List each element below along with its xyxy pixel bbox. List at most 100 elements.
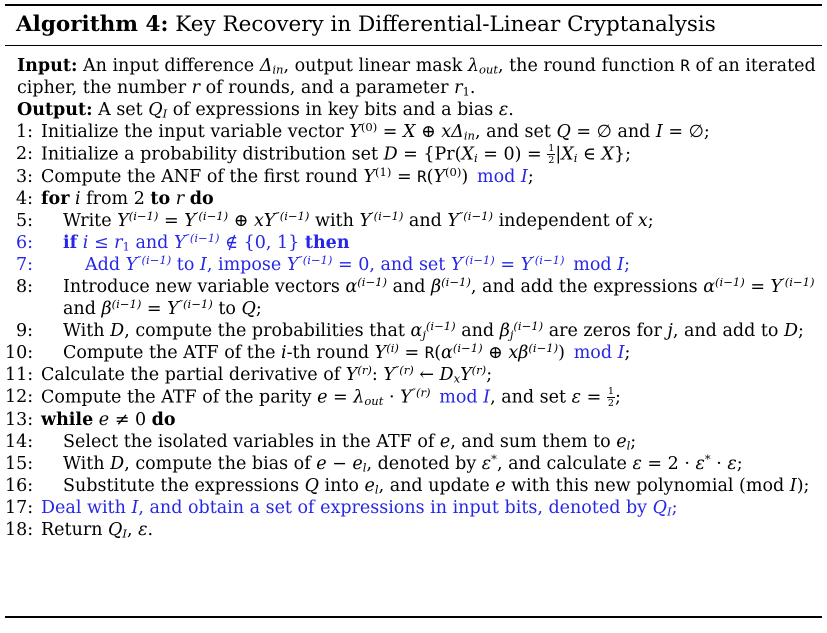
text-segment: (i−1) (441, 275, 471, 290)
text-segment: ε (481, 454, 492, 475)
text-segment: mod (476, 167, 521, 188)
text-segment: With (63, 454, 111, 475)
text-segment: Initialize the input variable vector (41, 122, 350, 142)
text-segment: (r) (357, 363, 372, 378)
text-segment: l (626, 438, 631, 453)
text-segment: r (454, 78, 463, 98)
text-segment: Y (286, 255, 299, 276)
text-segment: X (561, 144, 574, 165)
algorithm-caption: Algorithm 4: Key Recovery in Differentia… (5, 6, 822, 45)
text-segment: A set (92, 100, 149, 120)
text-segment: = (158, 211, 185, 232)
text-segment: An input difference (77, 56, 260, 76)
algorithm-body: Input: An input difference Δin, output l… (5, 46, 822, 541)
text-segment: j (509, 327, 514, 342)
text-segment: i (281, 343, 287, 364)
text-segment: I (617, 343, 625, 364)
text-segment: ε (727, 454, 737, 475)
text-segment: from 2 (80, 189, 151, 210)
text-segment: into (318, 476, 365, 497)
text-segment: * (491, 452, 497, 467)
text-segment: Y (400, 387, 412, 408)
text-segment: mod (564, 255, 618, 276)
text-segment (468, 167, 477, 187)
text-segment: j (422, 327, 426, 342)
text-segment: i (473, 150, 478, 165)
text-segment: , compute the probabilities that (124, 321, 411, 342)
algo-line-6: 6: if i ≤ r1 and Y″(i−1) ∉ {0, 1} then (5, 232, 822, 254)
line-number: 9: (15, 321, 33, 342)
text-segment: ; (614, 387, 621, 408)
text-segment: ″(r) (411, 385, 431, 400)
text-segment: e (352, 454, 363, 475)
text-segment: with (309, 211, 360, 232)
algo-line-15: 15: With D, compute the bias of e − el, d… (5, 453, 822, 475)
text-segment: i (82, 233, 89, 254)
text-segment: Deal with (41, 498, 132, 519)
text-segment: r (191, 78, 201, 98)
text-segment: I (667, 504, 672, 519)
text-segment: ″(i−1) (458, 209, 494, 224)
text-segment: of expressions in key bits and a bias (167, 100, 499, 120)
text-segment: ; (624, 255, 630, 276)
text-segment: R (424, 343, 435, 363)
text-segment: mod (573, 343, 618, 364)
bottom-rule (5, 616, 822, 618)
line-number: 5: (15, 211, 33, 232)
text-segment: ′(i−1) (532, 253, 565, 268)
text-segment: x (637, 211, 648, 232)
text-segment: Y (363, 167, 376, 188)
text-segment: (i−1) (513, 319, 544, 334)
text-segment: ∈ (577, 144, 602, 165)
line-number: 2: (15, 144, 33, 164)
text-segment: ; (647, 211, 654, 232)
caption-rule (5, 45, 822, 46)
text-segment: ″(i−1) (185, 231, 220, 246)
text-segment: . (508, 100, 514, 120)
text-segment: to (171, 255, 200, 276)
text-segment: e (495, 476, 506, 497)
algo-line-12: 12: Compute the ATF of the parity e = λou… (5, 386, 822, 409)
text-segment: Compute the ANF of the first round (41, 167, 364, 188)
text-segment: = 2 · (641, 454, 696, 475)
text-segment: 1 (122, 239, 130, 254)
line-number: 10: (5, 343, 34, 364)
text-segment: i (573, 150, 578, 165)
text-segment: Y (383, 365, 395, 386)
text-segment: , compute the bias of (124, 454, 317, 475)
text-segment: ε (571, 387, 582, 408)
algo-line-18: 18: Return QI, ε. (5, 519, 822, 541)
text-segment: (i−1) (528, 341, 559, 356)
text-segment: Y (433, 167, 446, 188)
text-segment: = (327, 387, 354, 408)
text-segment: Compute the ATF of the parity (41, 387, 318, 408)
text-segment: , (126, 520, 139, 541)
text-segment: in (272, 62, 284, 77)
text-segment: β (431, 277, 442, 298)
text-segment: , and obtain a set of expressions in inp… (138, 498, 653, 519)
text-segment: · (383, 387, 401, 408)
text-segment: Y (770, 277, 783, 298)
text-segment: x (453, 371, 461, 386)
text-segment: Q (652, 498, 667, 519)
text-segment: e (98, 410, 110, 431)
text-segment: Y (184, 211, 196, 232)
line-number: 6: (15, 233, 33, 254)
text-segment: | (555, 144, 562, 165)
text-segment: Calculate the partial derivative of (41, 365, 346, 386)
text-segment: xY (253, 211, 276, 232)
text-segment: Q (304, 476, 319, 497)
text-segment: ≠ 0 (109, 410, 152, 431)
text-segment: ″(i−1) (275, 209, 310, 224)
text-segment: = (377, 122, 404, 142)
text-segment: , and set (490, 387, 572, 408)
text-segment: Y (167, 299, 179, 320)
text-segment: I (789, 476, 797, 497)
text-segment: independent of (493, 211, 638, 232)
text-segment: D (439, 365, 454, 386)
text-segment: ; (255, 299, 262, 320)
text-segment: ⊕ (415, 122, 442, 142)
algo-line-8: 8: Introduce new variable vectors α(i−1) … (5, 276, 822, 320)
text-segment: l (374, 482, 379, 497)
